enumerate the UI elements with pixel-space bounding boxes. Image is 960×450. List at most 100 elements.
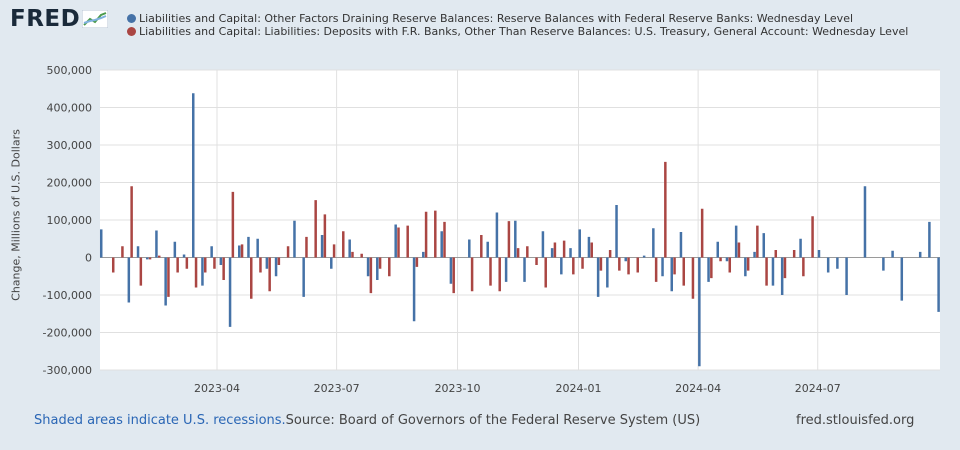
bar-treasury-general-account (599, 257, 603, 271)
bar-treasury-general-account (664, 161, 667, 258)
bar-treasury-general-account (111, 257, 115, 273)
x-tick-label: 2023-10 (435, 382, 481, 395)
bar-treasury-general-account (811, 216, 814, 258)
bar-reserve-balances (661, 257, 664, 277)
bar-reserve-balances (366, 257, 370, 277)
bar-reserve-balances (412, 257, 416, 322)
bar-treasury-general-account (443, 221, 446, 258)
bar-treasury-general-account (507, 221, 511, 258)
bar-treasury-general-account (139, 257, 143, 286)
bar-treasury-general-account (480, 235, 483, 258)
bar-reserve-balances (468, 239, 471, 258)
bar-treasury-general-account (204, 257, 207, 273)
site-url[interactable]: fred.stlouisfed.org (796, 413, 915, 428)
bar-treasury-general-account (746, 257, 750, 271)
bar-reserve-balances (293, 220, 296, 258)
bar-treasury-general-account (737, 242, 741, 258)
bar-reserve-balances (201, 257, 204, 286)
y-tick-label: 100,000 (47, 214, 93, 227)
bar-treasury-general-account (434, 210, 437, 258)
bar-treasury-general-account (360, 253, 363, 258)
bar-treasury-general-account (553, 242, 557, 258)
bar-reserve-balances (891, 250, 894, 258)
bar-treasury-general-account (756, 225, 759, 258)
legend-entry-treasury-general-account[interactable]: Liabilities and Capital: Liabilities: De… (125, 25, 945, 38)
x-tick-label: 2023-04 (194, 382, 240, 395)
recessions-link[interactable]: Shaded areas indicate U.S. recessions. (34, 413, 286, 428)
bar-reserve-balances (449, 257, 453, 284)
bar-treasury-general-account (167, 257, 170, 297)
bar-reserve-balances (642, 255, 646, 258)
bar-treasury-general-account (581, 257, 584, 269)
bar-treasury-general-account (240, 244, 244, 258)
bar-treasury-general-account (378, 257, 382, 269)
bar-treasury-general-account (544, 257, 547, 288)
bar-reserve-balances (274, 257, 278, 277)
bar-reserve-balances (863, 186, 867, 258)
bar-treasury-general-account (783, 257, 787, 279)
bar-treasury-general-account (305, 236, 308, 258)
bar-reserve-balances (569, 248, 572, 258)
bar-treasury-general-account (268, 257, 271, 292)
bar-reserve-balances (817, 250, 821, 258)
y-tick-label: -100,000 (43, 289, 92, 302)
bar-reserve-balances (550, 248, 554, 258)
bar-reserve-balances (753, 251, 756, 258)
legend-marker-blue (127, 14, 136, 23)
bar-treasury-general-account (314, 200, 317, 258)
bar-reserve-balances (734, 225, 738, 258)
bar-treasury-general-account (765, 257, 768, 286)
bar-treasury-general-account (590, 242, 593, 258)
y-tick-label: 500,000 (47, 64, 93, 77)
bar-treasury-general-account (562, 240, 566, 258)
legend-label: Liabilities and Capital: Other Factors D… (139, 12, 854, 25)
bar-reserve-balances (173, 241, 177, 258)
bar-reserve-balances (900, 257, 904, 301)
bar-treasury-general-account (627, 257, 630, 275)
legend-label: Liabilities and Capital: Liabilities: De… (139, 25, 909, 38)
bar-reserve-balances (495, 212, 499, 258)
logo-text: FRED (10, 6, 81, 32)
bar-treasury-general-account (323, 214, 327, 258)
bar-treasury-general-account (535, 257, 538, 265)
bar-reserve-balances (145, 257, 149, 260)
bar-reserve-balances (348, 239, 351, 258)
bar-treasury-general-account (654, 257, 658, 282)
bar-reserve-balances (762, 233, 766, 258)
bar-treasury-general-account (130, 186, 133, 258)
y-tick-label: -200,000 (43, 327, 92, 340)
bar-reserve-balances (596, 257, 600, 297)
bar-reserve-balances (928, 221, 931, 258)
bar-reserve-balances (514, 220, 517, 258)
bar-reserve-balances (486, 241, 489, 258)
bar-reserve-balances (707, 257, 710, 282)
bar-reserve-balances (330, 257, 333, 269)
bar-reserve-balances (99, 229, 103, 258)
bar-reserve-balances (394, 224, 397, 258)
bar-treasury-general-account (397, 227, 400, 258)
bar-reserve-balances (780, 257, 784, 295)
bar-treasury-general-account (673, 257, 676, 275)
y-tick-label: 200,000 (47, 177, 93, 190)
bar-reserve-balances (624, 257, 627, 262)
bar-reserve-balances (422, 251, 425, 258)
fred-logo[interactable]: FRED (10, 6, 109, 32)
bar-treasury-general-account (185, 257, 189, 269)
bar-treasury-general-account (636, 257, 639, 273)
legend-entry-reserve-balances[interactable]: Liabilities and Capital: Other Factors D… (125, 12, 945, 25)
bar-treasury-general-account (618, 257, 621, 271)
logo-graph-icon (82, 10, 109, 28)
bar-reserve-balances (698, 257, 701, 367)
bar-reserve-balances (679, 232, 683, 258)
legend-marker-red (127, 27, 136, 36)
y-tick-label: -300,000 (43, 364, 92, 377)
bar-treasury-general-account (489, 257, 492, 286)
x-tick-label: 2024-07 (795, 382, 841, 395)
bar-treasury-general-account (682, 257, 685, 286)
bar-treasury-general-account (176, 257, 179, 273)
bar-reserve-balances (219, 257, 223, 265)
bar-treasury-general-account (572, 257, 575, 275)
bar-reserve-balances (918, 251, 922, 258)
bar-reserve-balances (302, 257, 305, 297)
